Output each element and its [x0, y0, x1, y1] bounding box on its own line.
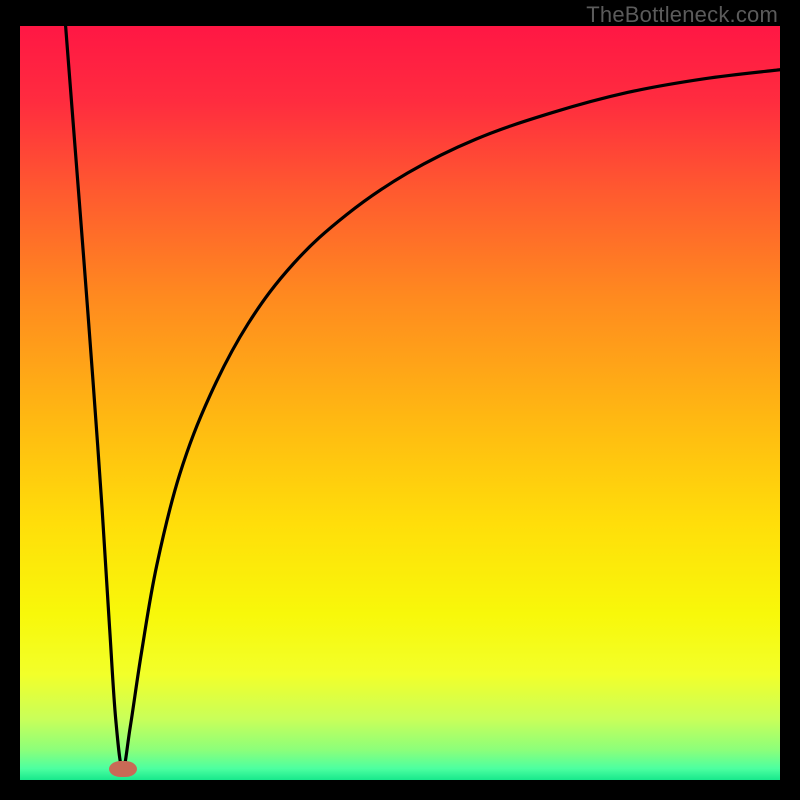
frame-right [780, 0, 800, 800]
watermark-label: TheBottleneck.com [586, 2, 778, 28]
bottleneck-plot [20, 26, 780, 780]
frame-bottom [0, 780, 800, 800]
frame-left [0, 0, 20, 800]
bottleneck-curve [20, 26, 780, 780]
bottleneck-curve-path [66, 26, 780, 769]
optimal-point-marker [109, 761, 137, 777]
